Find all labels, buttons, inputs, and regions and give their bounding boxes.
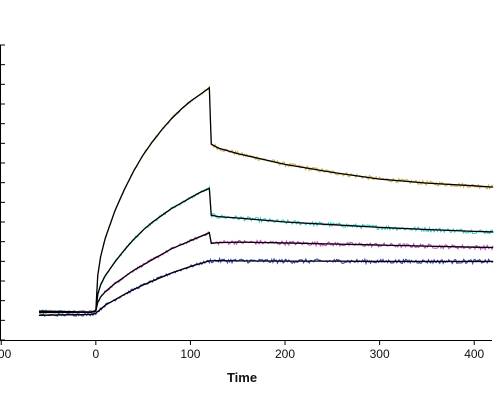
x-tick-label: 0 (92, 347, 99, 361)
fit-curve-3 (39, 231, 494, 314)
data-layer (38, 85, 494, 318)
fit-curve-4 (39, 259, 494, 316)
x-tick-label: 200 (275, 347, 295, 361)
fit-curve-1 (39, 86, 494, 314)
fit-curve-2 (39, 187, 494, 313)
x-tick-label: 100 (180, 347, 200, 361)
x-tick-label: 100 (0, 347, 12, 361)
axis-layer: 100 0 100 200 300 400 (0, 44, 492, 361)
measured-trace-4 (38, 256, 494, 318)
x-tick-label: 400 (464, 347, 484, 361)
measured-trace-2 (38, 185, 494, 314)
x-tick-label: 300 (370, 347, 390, 361)
measured-trace-1 (38, 85, 494, 315)
x-axis-title: Time (227, 370, 257, 385)
fit-layer (39, 86, 494, 316)
